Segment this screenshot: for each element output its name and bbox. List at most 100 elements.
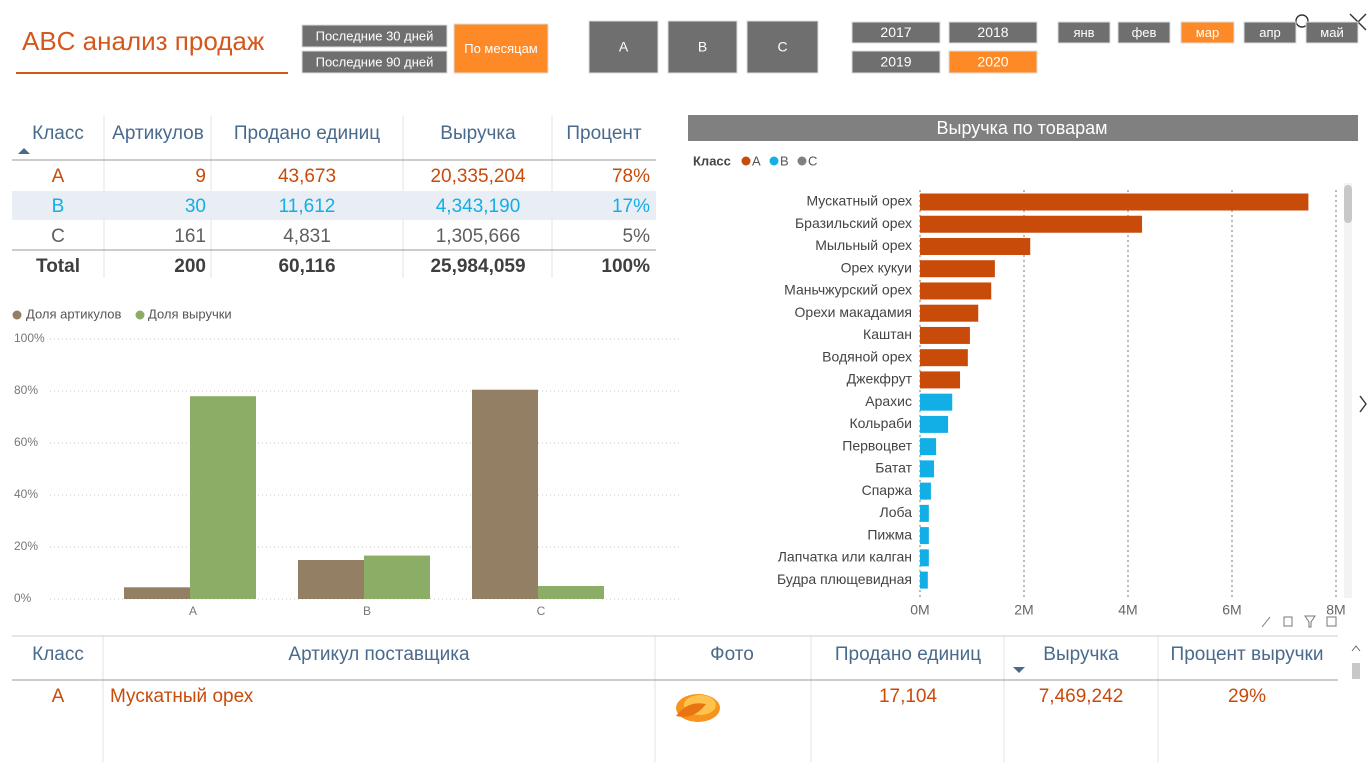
table-cell: 200 bbox=[174, 256, 206, 277]
page-title: ABC анализ продаж bbox=[22, 26, 265, 56]
bar bbox=[920, 416, 948, 433]
legend-marker bbox=[770, 157, 779, 166]
bar bbox=[920, 505, 929, 522]
table-header: Продано единиц bbox=[234, 123, 380, 144]
y-tick-label: Лоба bbox=[880, 504, 913, 520]
x-tick-label: 4M bbox=[1118, 602, 1137, 618]
bar bbox=[920, 194, 1308, 211]
y-tick-label: Джекфрут bbox=[847, 371, 913, 387]
y-tick-label: Каштан bbox=[863, 326, 912, 342]
scrollbar-thumb[interactable] bbox=[1344, 185, 1352, 223]
filter-button-label[interactable]: По месяцам bbox=[464, 41, 538, 56]
legend-marker bbox=[798, 157, 807, 166]
table-header: Артикул поставщика bbox=[288, 644, 470, 665]
legend-marker bbox=[136, 311, 145, 320]
focus-icon[interactable] bbox=[1327, 617, 1336, 626]
visual-icons bbox=[1262, 616, 1336, 627]
filter-button-label[interactable]: май bbox=[1320, 25, 1343, 40]
scrollbar-track bbox=[1344, 183, 1352, 598]
filter-button-label[interactable]: Последние 90 дней bbox=[316, 54, 434, 69]
sort-arrow bbox=[1013, 667, 1025, 673]
table-header: Выручка bbox=[1043, 644, 1119, 665]
filter-button-label[interactable]: 2018 bbox=[977, 24, 1008, 40]
x-tick-label: B bbox=[363, 604, 371, 618]
bar bbox=[364, 556, 430, 599]
table-cell: 7,469,242 bbox=[1039, 686, 1124, 707]
table-cell: 20,335,204 bbox=[430, 166, 526, 187]
table-cell: 100% bbox=[601, 256, 650, 277]
table-cell: Total bbox=[36, 256, 80, 277]
table-cell: 1,305,666 bbox=[436, 226, 521, 247]
table-header: Класс bbox=[32, 644, 84, 665]
bar bbox=[920, 483, 931, 500]
bar bbox=[920, 260, 995, 277]
filter-button-label[interactable]: мар bbox=[1196, 25, 1219, 40]
y-tick-label: 40% bbox=[14, 487, 38, 501]
bar bbox=[190, 396, 256, 599]
y-tick-label: Орехи макадамия bbox=[795, 304, 912, 320]
y-tick-label: Мускатный орех bbox=[806, 193, 912, 209]
legend-label: B bbox=[780, 153, 789, 168]
copy-icon[interactable] bbox=[1284, 617, 1292, 626]
filter-button-label[interactable]: 2019 bbox=[880, 54, 911, 70]
filter-icon[interactable] bbox=[1305, 616, 1315, 627]
bar bbox=[920, 572, 928, 589]
y-tick-label: Орех кукуи bbox=[841, 259, 912, 275]
pin-icon[interactable] bbox=[1262, 617, 1270, 627]
x-tick-label: C bbox=[537, 604, 546, 618]
y-tick-label: Первоцвет bbox=[842, 437, 912, 453]
filter-button-label[interactable]: янв bbox=[1073, 25, 1094, 40]
table-cell: A bbox=[52, 686, 65, 707]
bar bbox=[920, 238, 1030, 255]
y-tick-label: Пижма bbox=[867, 526, 912, 542]
y-tick-label: 80% bbox=[14, 383, 38, 397]
bar bbox=[920, 527, 929, 544]
x-tick-label: 0M bbox=[910, 602, 929, 618]
scrollbar-thumb[interactable] bbox=[1352, 663, 1360, 679]
table-cell: 43,673 bbox=[278, 166, 336, 187]
table-cell: 17,104 bbox=[879, 686, 938, 707]
filter-button-label[interactable]: фев bbox=[1132, 25, 1157, 40]
table-header: Фото bbox=[710, 644, 754, 665]
x-tick-label: A bbox=[189, 604, 197, 618]
y-tick-label: Маньчжурский орех bbox=[784, 282, 912, 298]
filter-button-label[interactable]: апр bbox=[1259, 25, 1281, 40]
table-cell: 5% bbox=[623, 226, 651, 247]
y-tick-label: Батат bbox=[875, 460, 912, 476]
filter-button-label[interactable]: Последние 30 дней bbox=[316, 28, 434, 43]
legend-label: C bbox=[808, 153, 817, 168]
legend-label: A bbox=[752, 153, 761, 168]
table-header: Выручка bbox=[440, 123, 516, 144]
bar bbox=[538, 586, 604, 599]
filter-button-label[interactable]: 2020 bbox=[977, 54, 1008, 70]
bar bbox=[920, 394, 952, 411]
table-cell: Мускатный орех bbox=[110, 686, 254, 707]
bar bbox=[920, 349, 968, 366]
legend-label: Доля артикулов bbox=[26, 306, 122, 321]
table-cell: 29% bbox=[1228, 686, 1266, 707]
filter-button-label[interactable]: A bbox=[619, 39, 629, 55]
legend-title: Класс bbox=[693, 153, 731, 168]
filter-button-label[interactable]: C bbox=[777, 39, 787, 55]
y-tick-label: Кольраби bbox=[849, 415, 912, 431]
y-tick-label: Лапчатка или калган bbox=[778, 549, 912, 565]
bar bbox=[920, 371, 960, 388]
y-tick-label: Бразильский орех bbox=[795, 215, 912, 231]
table-cell: B bbox=[52, 196, 65, 217]
sort-arrow bbox=[18, 148, 30, 154]
bar bbox=[124, 587, 190, 599]
table-cell: 11,612 bbox=[279, 196, 336, 217]
x-tick-label: 2M bbox=[1014, 602, 1033, 618]
y-tick-label: Спаржа bbox=[862, 482, 913, 498]
table-cell: 60,116 bbox=[278, 256, 335, 277]
y-tick-label: 0% bbox=[14, 591, 32, 605]
filter-button-label[interactable]: 2017 bbox=[880, 24, 911, 40]
table-header: Класс bbox=[32, 123, 84, 144]
y-tick-label: 20% bbox=[14, 539, 38, 553]
bar bbox=[920, 549, 929, 566]
window-icons bbox=[1296, 14, 1366, 412]
next-page-arrow[interactable] bbox=[1360, 396, 1366, 412]
filter-button-label[interactable]: B bbox=[698, 39, 707, 55]
y-tick-label: Водяной орех bbox=[822, 348, 912, 364]
